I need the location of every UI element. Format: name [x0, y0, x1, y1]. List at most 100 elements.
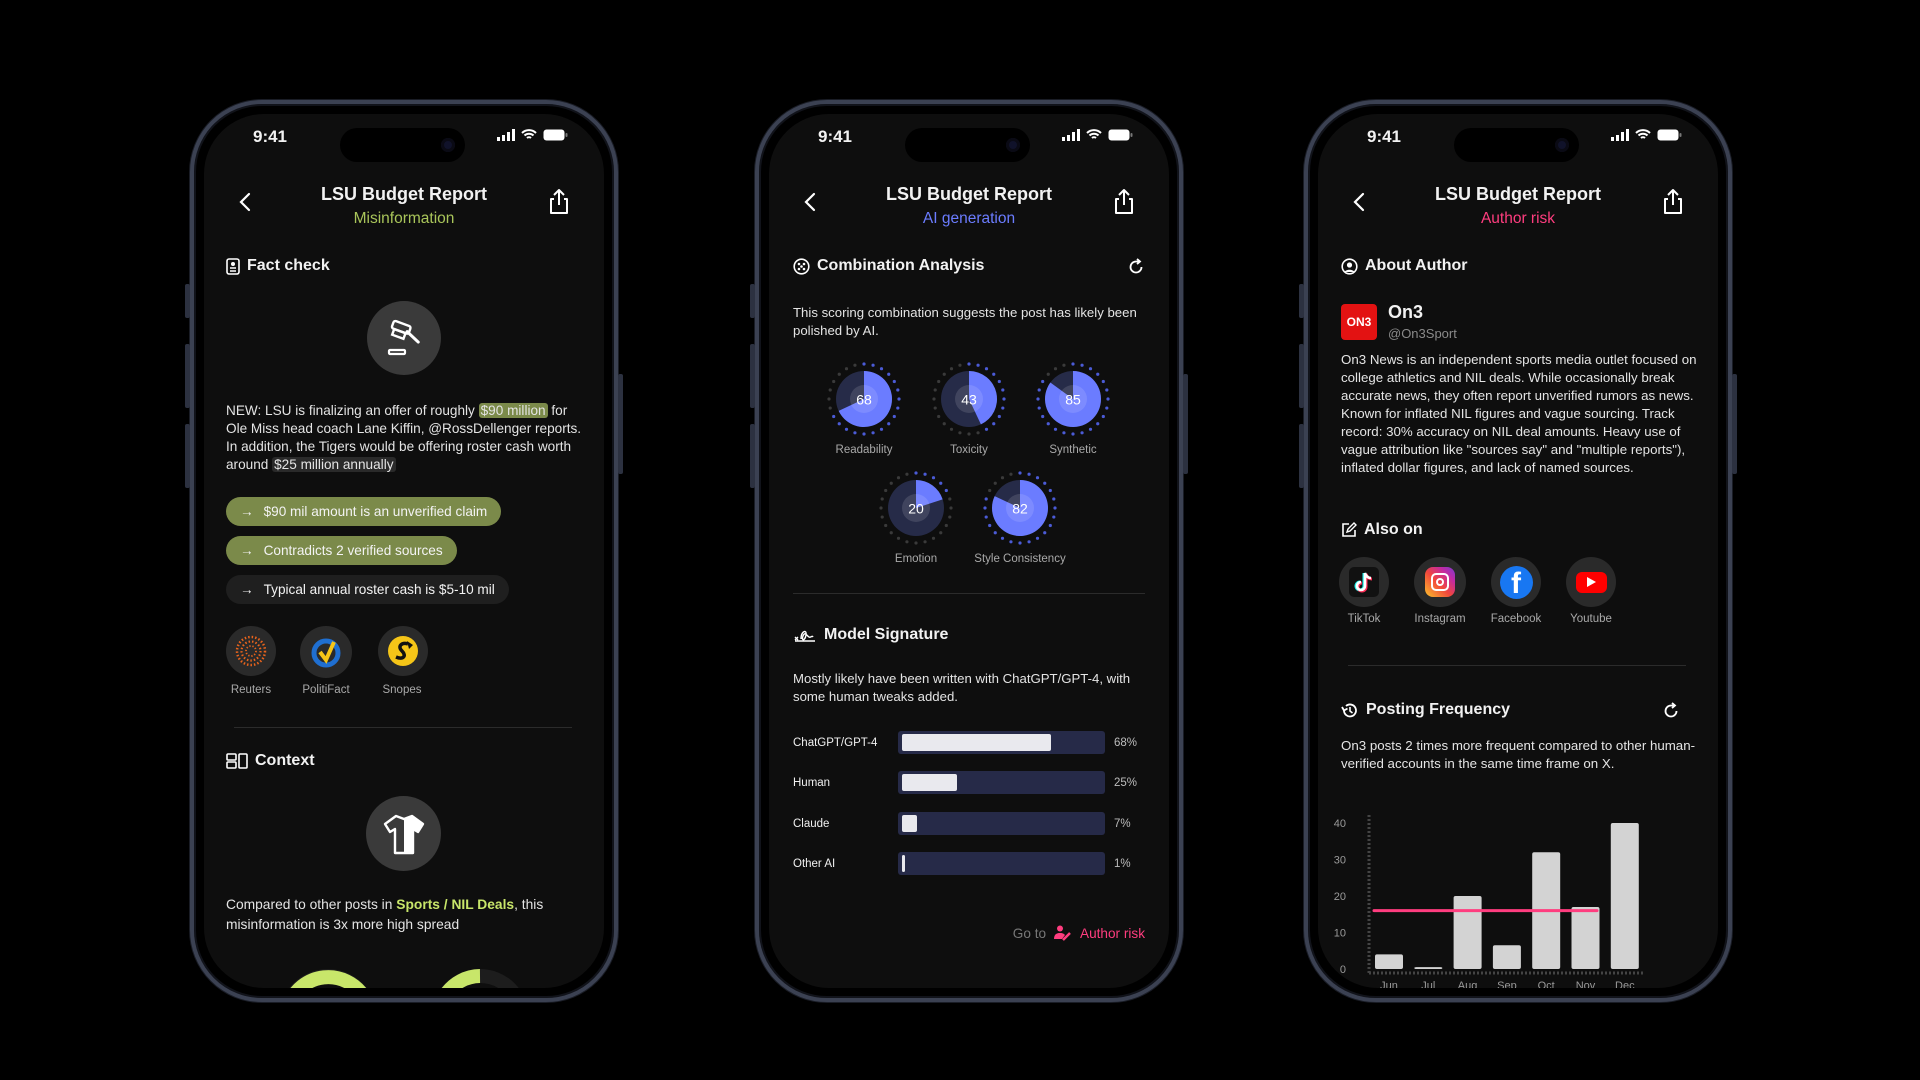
gauge-dot [933, 406, 937, 410]
volume-up-button [750, 344, 755, 408]
back-chevron-icon[interactable] [799, 190, 823, 214]
y-tick-label: 20 [1334, 891, 1346, 903]
x-tick-label: Sep [1497, 980, 1517, 988]
facebook-logo[interactable]: f [1491, 557, 1541, 607]
gauge-dot [983, 506, 987, 510]
gauge-dot [1101, 379, 1105, 384]
y-tick-label: 30 [1334, 855, 1346, 867]
gauge-dot [892, 379, 896, 384]
tiktok-logo[interactable] [1339, 557, 1389, 607]
power-button [1732, 374, 1737, 474]
posting-frequency-title: Posting Frequency [1366, 701, 1511, 718]
gauge-dot [1088, 427, 1093, 431]
gauge-dot [984, 497, 988, 501]
divider [793, 593, 1145, 594]
gauge-dot [1071, 432, 1075, 436]
gauge-dot [1053, 367, 1058, 371]
snopes-logo[interactable] [378, 626, 428, 676]
gauge-dot [992, 372, 996, 376]
gauge-dot [937, 379, 941, 384]
author-handle[interactable]: @On3Sport [1388, 326, 1457, 341]
signal-icon [1062, 129, 1080, 141]
gauge-dot [933, 388, 937, 392]
gauge-dot [905, 472, 909, 476]
page-subtitle: Author risk [1480, 210, 1556, 227]
power-button [1183, 374, 1188, 474]
screen: 9:41 LSU Budget Report AI generation Com… [769, 114, 1169, 988]
platform-label: Youtube [1570, 613, 1612, 625]
divider [1348, 665, 1686, 666]
score-gauge-toxicity[interactable]: 43 [929, 359, 1009, 444]
gauge-dot [837, 422, 841, 426]
status-icons [1062, 129, 1133, 141]
model-signature-title: Model Signature [824, 626, 949, 643]
gauge-dot [1043, 481, 1047, 485]
claim-pill[interactable]: → $90 mil amount is an unverified claim [226, 497, 502, 526]
gauge-dot [1018, 541, 1022, 545]
share-icon[interactable] [1111, 188, 1137, 216]
reuters-logo[interactable] [226, 626, 276, 676]
score-gauge-style-consistency[interactable]: 82 [980, 468, 1060, 553]
gauge-dot [949, 427, 954, 431]
goto-author-risk[interactable]: Go to Author risk [1013, 925, 1145, 941]
highlight-claim[interactable]: $25 million annually [272, 457, 396, 472]
youtube-logo[interactable] [1566, 557, 1616, 607]
gauge-dot [923, 472, 927, 476]
gauge-dot [880, 515, 884, 519]
history-icon [1341, 703, 1357, 717]
x-tick-label: Oct [1538, 980, 1555, 988]
share-icon[interactable] [1660, 188, 1686, 216]
model-percent: 68% [1114, 736, 1138, 749]
back-chevron-icon[interactable] [234, 190, 258, 214]
gauge-dot [837, 372, 841, 376]
gauge-dot [892, 414, 896, 419]
claim-pill[interactable]: → Typical annual roster cash is $5-10 mil [226, 575, 509, 604]
score-gauge-readability[interactable]: 68 [824, 359, 904, 444]
page-subtitle: Misinformation [353, 210, 455, 227]
gauge-dot [948, 515, 952, 519]
action-button [185, 284, 190, 318]
author-bio: On3 News is an independent sports media … [1341, 352, 1697, 475]
politifact-logo[interactable] [300, 626, 352, 678]
signal-icon [497, 129, 515, 141]
platform-label: Facebook [1490, 613, 1542, 625]
author-name[interactable]: On3 [1388, 302, 1424, 322]
x-tick-label: Aug [1458, 980, 1478, 988]
gauge-center [1006, 494, 1034, 522]
score-gauge-emotion[interactable]: 20 [876, 468, 956, 553]
gauge-dot [1027, 472, 1031, 476]
gauge-center [850, 385, 878, 413]
gauge-dot [828, 388, 832, 392]
model-bar-track [898, 812, 1105, 835]
claim-pill[interactable]: → Contradicts 2 verified sources [226, 536, 457, 565]
gauge-dot [897, 397, 901, 401]
gauge-dot [896, 536, 901, 540]
score-gauge-synthetic[interactable]: 85 [1033, 359, 1113, 444]
action-button [750, 284, 755, 318]
posting-frequency-description: On3 posts 2 times more frequent compared… [1341, 738, 1696, 771]
gauge-dot [889, 531, 893, 535]
gauge-dot [931, 536, 936, 540]
gauge-dot [880, 497, 884, 501]
back-chevron-icon[interactable] [1348, 190, 1372, 214]
refresh-icon[interactable] [1662, 702, 1680, 720]
model-bar-row: Other AI 1% [793, 852, 1153, 875]
wifi-icon [1086, 129, 1102, 139]
highlight-claim[interactable]: $90 million [478, 403, 548, 418]
gauge-dot [984, 427, 989, 431]
gauge-dot [832, 379, 836, 384]
gauge-dot [997, 379, 1001, 384]
refresh-icon[interactable] [1127, 258, 1145, 276]
volume-down-button [750, 424, 755, 488]
instagram-logo[interactable] [1414, 557, 1466, 607]
share-icon[interactable] [546, 188, 572, 216]
gauge-dot [828, 406, 832, 410]
gauge-dot [879, 367, 884, 371]
page-subtitle: AI generation [922, 210, 1016, 227]
gauge-dot [1048, 523, 1052, 528]
gauge-dot [1001, 406, 1005, 410]
y-tick-label: 10 [1334, 928, 1346, 940]
gauge-dot [1080, 363, 1084, 367]
volume-up-button [185, 344, 190, 408]
author-risk-link[interactable]: Author risk [1080, 925, 1145, 941]
